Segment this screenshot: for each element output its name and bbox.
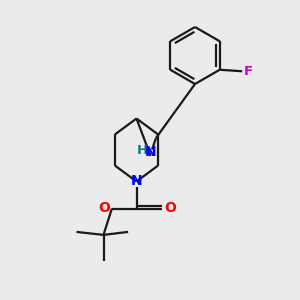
Text: F: F [243,65,253,78]
Text: N: N [145,146,156,159]
Text: N: N [131,174,142,188]
Text: O: O [164,202,176,215]
Text: H: H [136,144,148,158]
Text: O: O [98,202,110,215]
